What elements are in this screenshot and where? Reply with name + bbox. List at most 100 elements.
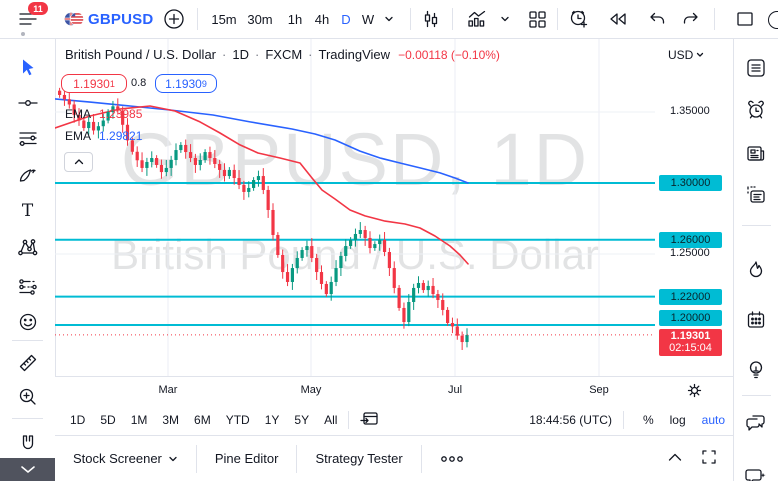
bar-replay-button[interactable] [607, 0, 629, 38]
zoom-in-icon [19, 388, 36, 405]
interval-1w[interactable]: W [361, 11, 375, 27]
text-tool[interactable]: T [22, 201, 33, 221]
cursor-tool[interactable] [18, 57, 38, 77]
undo-button[interactable] [647, 0, 667, 38]
level-price-label: 1.26000 [659, 231, 722, 248]
menu-dot [21, 32, 25, 36]
magnet-tool[interactable] [17, 433, 38, 453]
go-to-date-button[interactable] [360, 410, 379, 430]
interval-15m[interactable]: 15m [211, 11, 237, 27]
legend-platform: TradingView [318, 47, 391, 62]
emoji-icon [19, 313, 36, 331]
trend-line-tool[interactable] [17, 93, 39, 113]
legend-change: −0.00118 (−0.10%) [398, 47, 500, 62]
candles-style-icon [424, 10, 438, 28]
interval-1d[interactable]: D [341, 11, 351, 27]
range-button-1m[interactable]: 1M [130, 412, 148, 427]
conversation-button[interactable] [744, 464, 768, 481]
range-button-5y[interactable]: 5Y [294, 412, 310, 427]
level-price-label: 1.20000 [659, 310, 722, 326]
bar-replay-icon [610, 13, 626, 25]
hotlists-button[interactable] [745, 259, 767, 281]
undo-icon [650, 12, 665, 24]
alerts-button[interactable] [745, 99, 767, 121]
interval-1h[interactable]: 1h [287, 11, 303, 27]
price-chart[interactable] [55, 39, 655, 376]
maximize-icon [702, 450, 716, 464]
currency-selector[interactable]: USD [668, 48, 704, 62]
expand-panel-button[interactable] [667, 451, 683, 466]
sell-price-sup: 1 [109, 78, 115, 89]
server-clock[interactable]: 18:44:56 (UTC) [529, 412, 612, 427]
range-button-3m[interactable]: 3M [162, 412, 180, 427]
chat-button[interactable] [744, 411, 768, 433]
compare-add-button[interactable] [163, 0, 185, 38]
percent-scale-button[interactable]: % [642, 412, 654, 427]
news-button[interactable] [745, 143, 767, 165]
range-button-6m[interactable]: 6M [194, 412, 211, 427]
range-buttons: 1D 5D 1M 3M 6M YTD 1Y 5Y All [55, 413, 337, 427]
interval-30m[interactable]: 30m [247, 11, 273, 27]
range-button-1d[interactable]: 1D [70, 412, 86, 427]
maximize-panel-button[interactable] [701, 449, 717, 468]
measure-tool[interactable] [17, 352, 39, 374]
ideas-button[interactable] [745, 359, 767, 381]
ema-legend-2[interactable]: EMA 1.29821 [65, 129, 142, 143]
legend-collapse-button[interactable] [64, 152, 93, 172]
more-panels-button[interactable] [422, 453, 482, 465]
range-button-ytd[interactable]: YTD [225, 412, 250, 427]
indicators-button[interactable] [466, 0, 488, 38]
tab-pine-editor[interactable]: Pine Editor [197, 451, 297, 466]
chevron-down-icon [169, 456, 177, 461]
range-button-1y[interactable]: 1Y [264, 412, 280, 427]
legend-interval: 1D [232, 47, 249, 62]
snapshot-button[interactable] [735, 0, 755, 38]
interval-4h[interactable]: 4h [314, 11, 330, 27]
range-button-5d[interactable]: 5D [100, 412, 116, 427]
data-window-button[interactable] [745, 184, 767, 206]
alerts-clock-icon [748, 100, 764, 119]
log-scale-button[interactable]: log [669, 412, 686, 427]
settings-gear-icon [687, 383, 702, 398]
create-alert-button[interactable] [568, 0, 590, 38]
price-scale[interactable]: USD 1.35000 1.25000 1.30000 1.26000 1.22000 1… [655, 39, 733, 376]
watchlist-button[interactable] [745, 57, 767, 79]
right-sidebar [733, 39, 778, 481]
symbol-search-button[interactable]: GBPUSD [88, 10, 154, 28]
chart-legend[interactable]: British Pound / U.S. Dollar 1D FXCM Trad… [65, 47, 500, 62]
chart-pane[interactable]: GBPUSD, 1D British Pound / U.S. Dollar B… [55, 39, 655, 376]
time-axis[interactable]: Mar May Jul Sep [55, 376, 733, 405]
ema1-label: EMA [65, 107, 92, 121]
buy-price: 1.1930 [165, 76, 202, 91]
publish-icon[interactable] [768, 11, 778, 29]
alert-plus-icon [570, 10, 588, 28]
auto-scale-button[interactable]: auto [701, 412, 725, 427]
range-button-all[interactable]: All [324, 412, 338, 427]
fib-retracement-tool[interactable] [17, 129, 39, 149]
emoji-tool[interactable] [18, 312, 38, 332]
brush-tool[interactable] [17, 165, 39, 185]
redo-button[interactable] [681, 0, 701, 38]
range-toolbar: 1D 5D 1M 3M 6M YTD 1Y 5Y All 18:44:56 (UTC) % lo… [55, 404, 733, 436]
chart-settings-button[interactable] [687, 383, 702, 403]
xabcd-pattern-tool[interactable] [17, 237, 39, 257]
ema-legend-1[interactable]: EMA 1.23985 [65, 107, 142, 121]
go-to-date-icon [360, 411, 379, 425]
forecast-tool[interactable] [17, 277, 39, 297]
tab-strategy-tester[interactable]: Strategy Tester [297, 451, 420, 466]
month-label: Mar [158, 384, 178, 396]
interval-menu-button[interactable] [384, 0, 394, 38]
collapse-toolbar-overlay[interactable] [0, 458, 55, 481]
collapse-up-icon [668, 453, 682, 461]
indicators-menu-button[interactable] [500, 0, 510, 38]
chart-style-button[interactable] [421, 0, 441, 38]
zoom-in-tool[interactable] [17, 387, 38, 408]
sell-button[interactable]: 1.1930 1 [61, 74, 127, 93]
watchlist-icon [747, 59, 765, 77]
tab-stock-screener[interactable]: Stock Screener [55, 451, 196, 466]
layout-button[interactable] [527, 0, 547, 38]
calendar-button[interactable] [745, 309, 767, 331]
drawing-toolbar: T [0, 39, 56, 481]
buy-button[interactable]: 1.1930 9 [155, 74, 217, 93]
